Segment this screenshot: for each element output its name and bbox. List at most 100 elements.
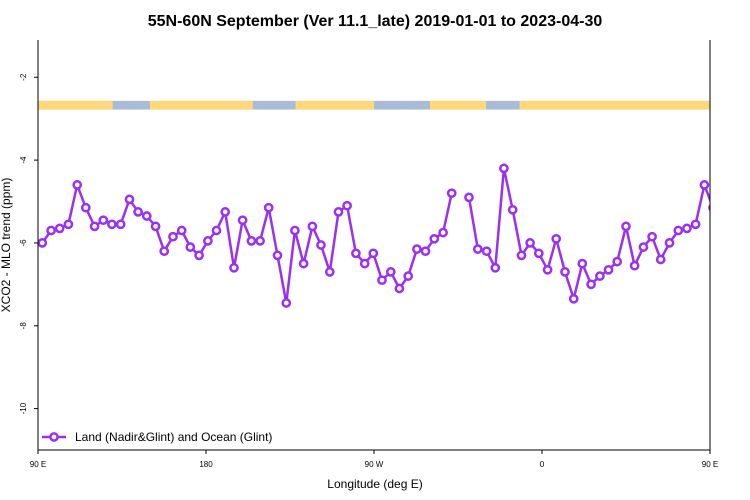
- legend-point-marker: [49, 432, 59, 442]
- chart-title: 55N-60N September (Ver 11.1_late) 2019-0…: [148, 13, 603, 30]
- data-point: [647, 231, 657, 242]
- data-point: [54, 223, 65, 234]
- data-point: [281, 298, 292, 308]
- data-point: [516, 250, 527, 261]
- data-point: [80, 202, 91, 213]
- data-point: [586, 279, 596, 290]
- data-point: [246, 236, 257, 246]
- data-point: [603, 264, 614, 275]
- land-segment: [38, 100, 113, 110]
- y-tick-label: -4: [19, 156, 28, 164]
- axes-layer: -2 -4 -6 -8 -10 90 E 180 90 W 0 90 E: [19, 40, 718, 469]
- data-point: [481, 246, 492, 257]
- data-point: [690, 219, 701, 230]
- legend: Land (Nadir&Glint) and Ocean (Glint): [42, 430, 272, 444]
- x-tick-label: 90 W: [365, 460, 384, 469]
- data-point: [655, 254, 666, 265]
- data-point: [159, 246, 170, 257]
- data-point: [229, 262, 239, 273]
- data-point: [107, 219, 117, 230]
- data-point: [168, 231, 178, 242]
- data-point: [560, 267, 570, 277]
- data-point: [664, 238, 675, 248]
- data-point: [38, 238, 48, 248]
- series-layer: [38, 163, 750, 308]
- data-point: [394, 283, 405, 294]
- data-point: [307, 221, 318, 232]
- x-tick-label: 90 E: [702, 460, 718, 469]
- data-point: [211, 225, 222, 236]
- data-point: [46, 225, 56, 236]
- land-segment: [430, 100, 486, 110]
- data-point: [194, 250, 204, 261]
- data-point: [72, 180, 83, 190]
- x-tick-label: 180: [199, 460, 213, 469]
- data-point: [316, 240, 326, 250]
- data-point: [429, 233, 440, 244]
- data-point: [133, 207, 143, 217]
- data-point: [727, 217, 734, 224]
- data-point: [176, 225, 187, 236]
- data-point: [359, 258, 370, 269]
- data-point: [290, 225, 300, 236]
- data-point: [342, 200, 352, 211]
- data-point: [412, 244, 422, 254]
- data-point: [507, 204, 518, 215]
- y-axis-label: XCO2 - MLO trend (ppm): [0, 178, 13, 313]
- data-point: [203, 236, 213, 246]
- data-point: [368, 248, 379, 259]
- x-tick-label: 0: [540, 460, 545, 469]
- data-point: [63, 219, 74, 230]
- data-point: [525, 238, 535, 248]
- data-point: [324, 267, 335, 277]
- data-point: [438, 227, 448, 238]
- data-point: [744, 221, 750, 228]
- data-point: [185, 242, 196, 252]
- data-point: [542, 264, 553, 275]
- data-point: [141, 211, 152, 221]
- y-tick-label: -2: [19, 73, 28, 81]
- data-point: [446, 188, 457, 199]
- x-tick-label: 90 E: [30, 460, 46, 469]
- data-point: [595, 271, 605, 281]
- data-point: [385, 267, 396, 277]
- series-line: [41, 183, 453, 305]
- data-point: [718, 223, 725, 230]
- data-point: [377, 275, 387, 286]
- data-point: [263, 202, 274, 213]
- data-point: [255, 236, 265, 246]
- data-point: [490, 262, 501, 273]
- data-point: [638, 242, 649, 252]
- data-point: [699, 180, 710, 190]
- data-point: [150, 221, 161, 232]
- data-point: [568, 293, 579, 304]
- data-point: [621, 221, 631, 232]
- land-segment: [295, 100, 374, 110]
- data-point: [682, 223, 692, 234]
- x-axis-label: Longitude (deg E): [327, 477, 422, 491]
- y-tick-label: -6: [19, 239, 28, 247]
- land-segment: [150, 100, 253, 110]
- data-point: [220, 207, 231, 217]
- data-point: [736, 221, 743, 228]
- data-point: [472, 244, 483, 254]
- data-point: [612, 256, 623, 267]
- data-point: [98, 215, 109, 226]
- y-tick-label: -10: [19, 402, 28, 414]
- data-point: [237, 215, 248, 226]
- data-point: [298, 258, 309, 269]
- data-point: [115, 219, 126, 230]
- data-point: [351, 248, 361, 259]
- data-point: [420, 246, 431, 257]
- land-ocean-strip: [38, 100, 710, 110]
- data-point: [673, 225, 684, 236]
- data-point: [629, 260, 640, 271]
- data-point: [333, 207, 344, 217]
- data-point: [577, 258, 588, 269]
- data-point: [403, 271, 414, 281]
- data-point: [533, 248, 544, 259]
- data-point: [124, 194, 135, 205]
- data-point: [464, 192, 474, 203]
- data-point: [89, 221, 100, 232]
